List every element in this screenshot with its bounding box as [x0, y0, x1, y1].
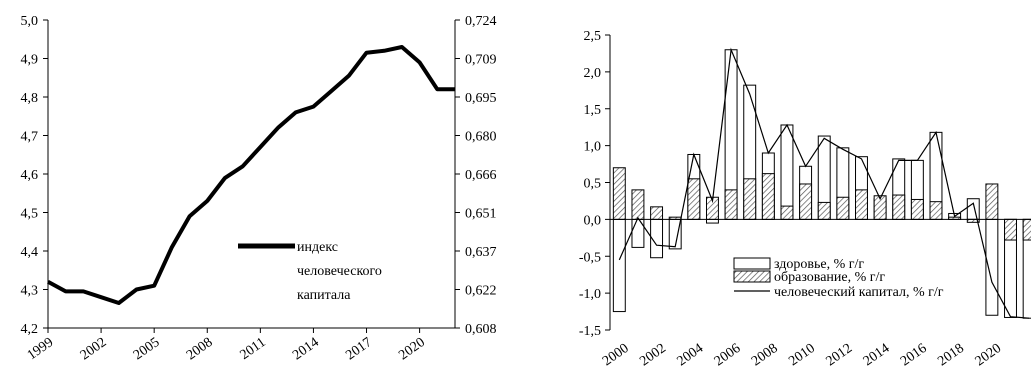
legend-swatch-education — [733, 270, 771, 283]
education-bar — [743, 178, 757, 220]
right-y-tick-label: 0,637 — [465, 245, 497, 260]
left-x-tick-label: 1999 — [25, 335, 57, 363]
left-x-tick-label: 2014 — [290, 335, 322, 363]
left-y-tick-label: 4,2 — [21, 322, 39, 337]
right-chart-x-tick-label: 2018 — [935, 341, 967, 369]
right-chart-x-tick-label: 2010 — [786, 341, 818, 369]
education-bar — [910, 198, 924, 220]
legend-label-line3: капитала — [297, 288, 351, 303]
legend-swatch-health — [733, 257, 771, 270]
education-bar — [855, 189, 868, 220]
right-chart-x-tick-label: 2002 — [637, 341, 669, 369]
education-bar — [687, 178, 701, 220]
education-bar — [929, 201, 943, 220]
legend-label-health: здоровье, % г/г — [774, 257, 864, 272]
education-bar — [985, 183, 999, 220]
education-bar — [780, 205, 794, 220]
left-y-axis: 4,2 4,3 4,4 4,5 4,6 4,7 4,8 4,9 5,0 — [21, 14, 49, 337]
right-y-tick-label: 0,666 — [465, 168, 497, 183]
legend-label-line2: человеческого — [297, 264, 382, 279]
left-x-tick-label: 2011 — [238, 335, 269, 363]
right-chart-x-tick-label: 2006 — [712, 341, 744, 369]
right-chart-y-tick-label: -0,5 — [579, 250, 601, 265]
left-y-tick-label: 4,5 — [21, 207, 39, 222]
left-x-tick-label: 2005 — [131, 335, 163, 363]
right-chart-y-tick-label: -1,5 — [579, 324, 601, 339]
education-bar — [1022, 218, 1031, 241]
right-y-axis: 0,608 0,622 0,637 0,651 0,666 0,680 0,695 0,709… — [454, 14, 497, 337]
left-x-tick-label: 2008 — [184, 335, 216, 363]
left-y-tick-label: 4,4 — [21, 245, 39, 260]
health-bar — [612, 218, 626, 313]
right-chart-y-tick-label: 0,0 — [584, 213, 602, 228]
left-y-tick-label: 4,7 — [21, 130, 39, 145]
education-bar — [836, 196, 850, 220]
right-y-tick-label: 0,680 — [465, 130, 497, 145]
education-bar — [612, 167, 626, 220]
right-y-tick-label: 0,724 — [465, 14, 497, 29]
education-bar — [650, 206, 664, 220]
health-bar — [705, 218, 719, 224]
education-bar — [1004, 218, 1017, 241]
health-bar — [966, 198, 980, 220]
left-x-tick-label: 2002 — [78, 335, 110, 363]
right-chart-y-tick-label: 1,5 — [584, 103, 602, 118]
left-x-tick-label: 2020 — [396, 335, 428, 363]
left-y-tick-label: 4,3 — [21, 284, 39, 299]
right-chart-x-tick-label: 2000 — [600, 341, 632, 369]
left-x-tick-label: 2017 — [343, 335, 375, 363]
left-y-tick-label: 4,8 — [21, 91, 39, 106]
right-chart-x-tick-label: 2004 — [675, 341, 707, 369]
right-chart-y-tick-label: 1,0 — [584, 140, 602, 155]
left-plot — [47, 45, 455, 305]
hc-line — [618, 47, 1030, 319]
human-capital-line — [618, 47, 1030, 319]
right-chart-x-tick-label: 2014 — [861, 341, 893, 369]
right-chart-x-tick-label: 2020 — [973, 341, 1005, 369]
health-bar — [985, 218, 999, 316]
education-bar — [892, 194, 906, 220]
right-legend: здоровье, % г/г образование, % г/г челов… — [733, 257, 944, 300]
right-chart-y-tick-label: 2,5 — [584, 29, 602, 44]
hc-index-line — [47, 45, 455, 305]
left-x-axis: 1999 2002 2005 2008 2011 2014 2017 2020 — [25, 327, 455, 363]
education-bar — [631, 189, 645, 220]
left-y-tick-label: 5,0 — [21, 14, 39, 29]
health-bar — [780, 124, 794, 220]
right-y-tick-label: 0,622 — [465, 284, 497, 299]
right-chart-y-tick-label: -1,0 — [579, 287, 601, 302]
legend-label-education: образование, % г/г — [774, 270, 885, 285]
left-y-tick-label: 4,6 — [21, 168, 39, 183]
education-bar — [799, 183, 813, 220]
right-chart-x-tick-label: 2008 — [749, 341, 781, 369]
bars-education — [612, 167, 1031, 241]
right-chart-x-tick-label: 2016 — [898, 341, 930, 369]
legend-label-hc: человеческий капитал, % г/г — [774, 285, 944, 300]
left-y-tick-label: 4,9 — [21, 53, 39, 68]
right-y-tick-label: 0,709 — [465, 53, 497, 68]
legend-label-line1: индекс — [297, 240, 338, 255]
right-y-tick-label: 0,651 — [465, 207, 497, 222]
right-chart-y-tick-label: 0,5 — [584, 177, 602, 192]
right-y-tick-label: 0,695 — [465, 91, 497, 106]
right-chart-y-tick-label: 2,0 — [584, 66, 602, 81]
right-chart-x-tick-label: 2012 — [824, 341, 856, 369]
education-bar — [724, 189, 738, 220]
education-bar — [817, 201, 831, 220]
left-chart: 4,24,34,44,54,64,74,84,95,0 0,6080,6220,… — [21, 14, 497, 363]
right-y-tick-label: 0,608 — [465, 322, 497, 337]
education-bar — [761, 173, 775, 220]
left-legend: индекс человеческого капитала — [238, 240, 382, 303]
